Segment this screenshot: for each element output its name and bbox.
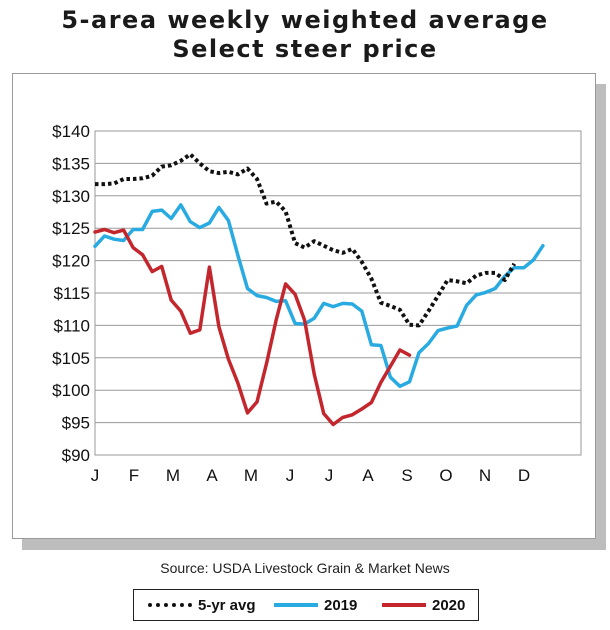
chart-title-line-2: Select steer price xyxy=(172,35,438,63)
series-line-2019 xyxy=(93,203,545,389)
x-tick-label: D xyxy=(518,466,530,485)
y-tick-label: $125 xyxy=(52,219,90,238)
legend-label-2020: 2020 xyxy=(432,596,466,614)
plot-frame xyxy=(94,130,582,456)
legend-swatch-2020 xyxy=(382,603,426,607)
legend-label-2019: 2019 xyxy=(324,596,358,614)
legend-swatch-avg xyxy=(148,603,192,607)
legend-swatch-2019 xyxy=(274,603,318,607)
y-tick-label: $95 xyxy=(62,414,90,433)
series-line-2020 xyxy=(93,227,412,427)
x-tick-label: F xyxy=(129,466,139,485)
x-tick-label: J xyxy=(91,466,100,485)
source-note: Source: USDA Livestock Grain & Market Ne… xyxy=(160,560,450,576)
x-tick-label: J xyxy=(325,466,334,485)
y-tick-label: $110 xyxy=(53,316,90,335)
y-tick-label: $105 xyxy=(52,349,90,368)
y-tick-label: $120 xyxy=(52,252,90,271)
x-tick-label: M xyxy=(244,466,258,485)
x-tick-label: A xyxy=(206,466,218,485)
y-tick-label: $100 xyxy=(52,381,90,400)
chart-title-line-1: 5-area weekly weighted average xyxy=(61,6,549,34)
legend: 5-yr avg 2019 2020 xyxy=(133,589,479,621)
y-tick-label: $130 xyxy=(52,187,90,206)
chart-panel: $90 $95 $100 $105 $110 $115 $120 $125 $130 $135 $1… xyxy=(12,73,596,539)
legend-item-2019: 2019 xyxy=(274,590,357,620)
legend-label-avg: 5-yr avg xyxy=(198,596,256,614)
x-tick-label: A xyxy=(362,466,374,485)
legend-item-2020: 2020 xyxy=(382,590,465,620)
y-tick-label: $115 xyxy=(53,284,90,303)
series-line-5-yr-avg xyxy=(95,152,517,328)
x-tick-label: O xyxy=(439,466,452,485)
x-tick-label: S xyxy=(401,466,412,485)
y-tick-label: $90 xyxy=(62,446,90,465)
y-tick-label: $140 xyxy=(52,122,90,141)
x-tick-label: J xyxy=(286,466,295,485)
line-chart: $90 $95 $100 $105 $110 $115 $120 $125 $130 $135 $1… xyxy=(52,122,582,485)
legend-item-avg: 5-yr avg xyxy=(148,590,256,620)
y-tick-label: $135 xyxy=(52,154,90,173)
x-tick-label: M xyxy=(166,466,180,485)
x-tick-label: N xyxy=(479,466,491,485)
